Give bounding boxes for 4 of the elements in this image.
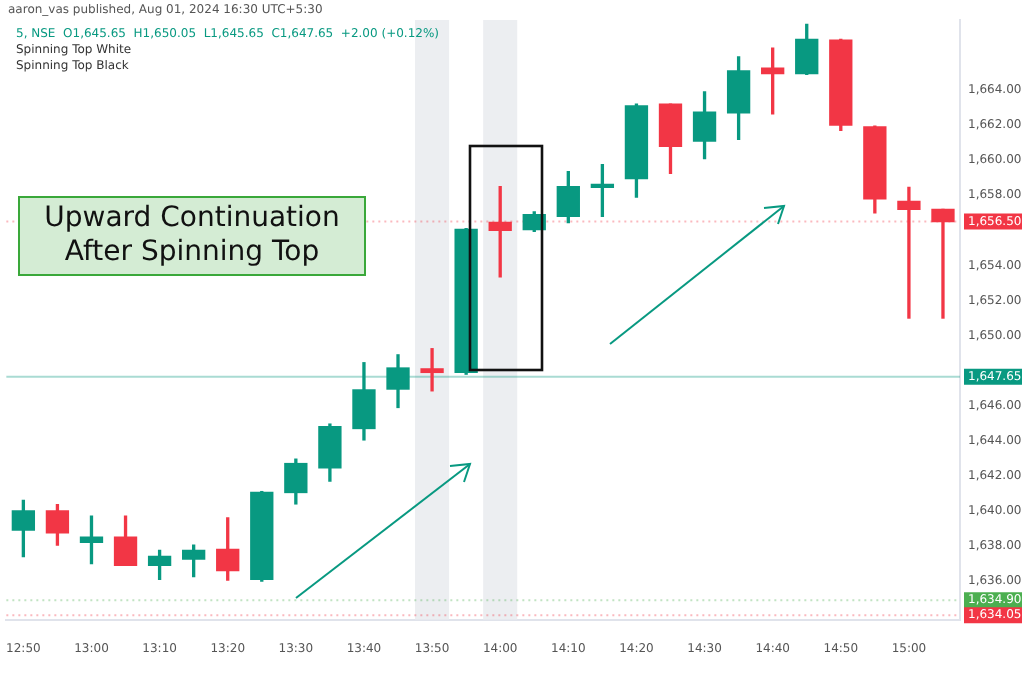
candlestick — [420, 348, 444, 392]
candlestick — [931, 208, 955, 319]
text: Upward Continuation After Spinning Top — [18, 196, 366, 276]
candlestick — [897, 186, 921, 319]
